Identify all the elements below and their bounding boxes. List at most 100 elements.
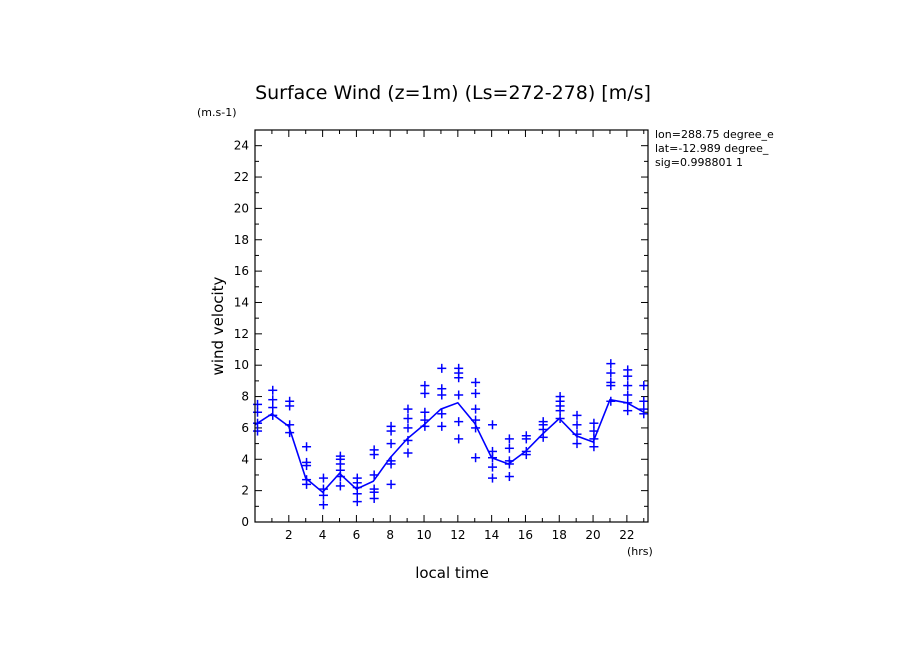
data-layer [253,359,649,510]
plus-marker [521,431,531,441]
y-axis-label: wind velocity [209,276,227,375]
y-unit-label: (m.s-1) [197,106,237,119]
plus-marker [268,395,278,405]
plus-marker [623,365,633,375]
plus-marker [623,398,633,408]
plus-marker [437,384,447,394]
plus-marker [471,388,481,398]
y-tick-label: 6 [241,421,249,435]
y-tick-label: 16 [234,264,249,278]
plus-marker [504,456,514,466]
plus-marker [253,407,263,417]
plus-marker [572,410,582,420]
series-line [254,398,645,494]
plus-marker [318,473,328,483]
plus-marker [352,497,362,507]
x-tick-label: 6 [353,528,361,542]
info-line-sig: sig=0.998801 1 [655,156,743,169]
plus-marker [555,392,565,402]
plus-marker [521,446,531,456]
x-tick-label: 4 [319,528,327,542]
chart-title: Surface Wind (z=1m) (Ls=272-278) [m/s] [255,82,651,104]
y-tick-label: 24 [234,139,249,153]
plus-marker [369,484,379,494]
plus-marker [606,377,616,387]
plus-marker [471,415,481,425]
plus-marker [606,359,616,369]
plus-marker [285,428,295,438]
plus-marker [572,420,582,430]
plus-marker [589,426,599,436]
info-line-lat: lat=-12.989 degree_ [655,142,769,155]
plus-marker [285,420,295,430]
plus-marker [454,390,464,400]
x-tick-label: 14 [484,528,499,542]
plus-marker [403,404,413,414]
plus-marker [623,381,633,391]
plus-marker [352,473,362,483]
plus-marker [268,385,278,395]
plus-marker [403,414,413,424]
plot-frame [254,129,649,523]
x-tick-label: 10 [416,528,431,542]
info-line-lon: lon=288.75 degree_e [655,128,774,141]
x-tick-label: 18 [552,528,567,542]
plus-marker [639,404,649,414]
y-tick-label: 12 [234,327,249,341]
plus-marker [572,439,582,449]
plus-marker [302,475,312,485]
plus-marker [437,363,447,373]
plus-marker [420,415,430,425]
plus-marker [454,363,464,373]
plus-marker [420,381,430,391]
plus-marker [302,457,312,467]
plus-marker [302,442,312,452]
y-tick-label: 8 [241,390,249,404]
plus-marker [538,417,548,427]
plus-marker [454,434,464,444]
y-tick-label: 10 [234,358,249,372]
plus-marker [471,377,481,387]
plus-marker [268,403,278,413]
plus-marker [369,470,379,480]
plus-marker [318,484,328,494]
plus-marker [504,472,514,482]
plus-marker [471,423,481,433]
x-axis-label: local time [415,564,489,582]
plus-marker [335,451,345,461]
plus-marker [420,388,430,398]
x-tick-label: 16 [518,528,533,542]
x-tick-label: 22 [619,528,634,542]
plus-marker [403,448,413,458]
plus-marker [639,381,649,391]
plus-marker [487,473,497,483]
x-tick-label: 2 [285,528,293,542]
x-tick-label: 8 [386,528,394,542]
plus-marker [403,435,413,445]
plus-marker [318,500,328,510]
plus-marker [589,442,599,452]
plus-marker [639,396,649,406]
y-tick-label: 4 [241,452,249,466]
plus-marker [589,418,599,428]
plus-marker [253,399,263,409]
plus-marker [555,414,565,424]
plus-marker [606,368,616,378]
plus-marker [268,410,278,420]
plus-marker [589,434,599,444]
plus-marker [623,406,633,416]
y-tick-label: 22 [234,170,249,184]
plus-marker [437,421,447,431]
plus-marker [386,421,396,431]
plus-marker [471,404,481,414]
plus-marker [253,418,263,428]
y-tick-label: 0 [241,515,249,529]
y-tick-label: 18 [234,233,249,247]
plus-marker [403,423,413,433]
plus-marker [386,439,396,449]
x-unit-label: (hrs) [627,545,653,558]
plus-marker [504,434,514,444]
plus-marker [487,446,497,456]
y-tick-label: 2 [241,484,249,498]
